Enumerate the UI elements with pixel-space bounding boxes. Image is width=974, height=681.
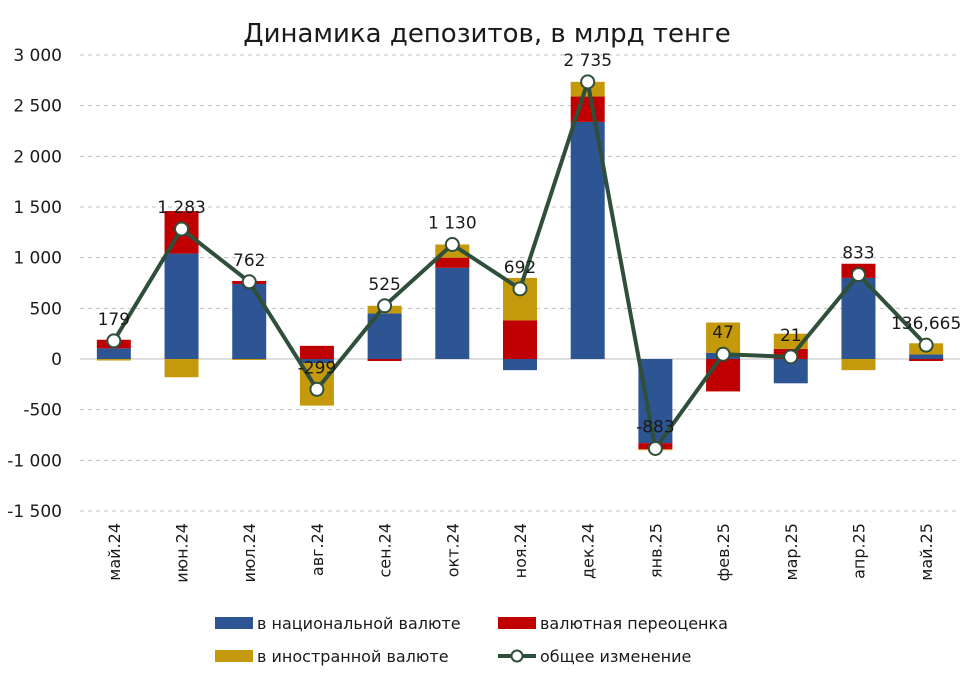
line-marker bbox=[106, 333, 122, 349]
line-marker bbox=[377, 298, 393, 314]
y-tick-label: 3 000 bbox=[13, 46, 62, 66]
data-labels: 179 1 283 762 -299 525 1 130 692 2 735 -883 47 21 8… bbox=[98, 51, 962, 438]
data-label: 1 283 bbox=[157, 198, 206, 218]
y-tick-label: 0 bbox=[51, 350, 62, 370]
bar-segment-1 bbox=[164, 253, 199, 359]
x-tick-label: июл.24 bbox=[240, 523, 259, 583]
line-marker bbox=[850, 267, 866, 283]
bar-segment-2 bbox=[299, 345, 334, 359]
legend-swatch bbox=[498, 617, 536, 629]
line-marker bbox=[783, 349, 799, 365]
bar-segment-3 bbox=[232, 359, 267, 361]
bar-segment-1 bbox=[435, 267, 470, 359]
legend-swatch bbox=[215, 650, 253, 662]
x-axis-ticks: май.24 июн.24 июл.24 авг.24 сен.24 окт.24 ноя.… bbox=[105, 523, 936, 583]
y-tick-label: -1 000 bbox=[7, 451, 62, 471]
x-tick-label: дек.24 bbox=[579, 523, 598, 579]
total-line bbox=[106, 74, 934, 456]
x-tick-label: янв.25 bbox=[646, 523, 665, 578]
bar-segment-1 bbox=[96, 348, 131, 359]
legend-swatch bbox=[215, 617, 253, 629]
legend-label: валютная переоценка bbox=[540, 614, 728, 633]
data-label: -883 bbox=[636, 417, 675, 437]
y-tick-label: 2 000 bbox=[13, 147, 62, 167]
bar-segment-3 bbox=[164, 359, 199, 378]
line-marker bbox=[715, 346, 731, 362]
bar-segment-2 bbox=[435, 257, 470, 268]
bar-segment-3 bbox=[841, 359, 876, 371]
legend-label: в национальной валюте bbox=[257, 614, 461, 633]
y-tick-label: 1 000 bbox=[13, 249, 62, 269]
bar-segment-1 bbox=[570, 121, 605, 359]
data-label: 1 130 bbox=[428, 213, 477, 233]
line-marker bbox=[174, 221, 190, 237]
data-label: 525 bbox=[368, 275, 400, 295]
bar-segment-2 bbox=[706, 359, 741, 392]
x-tick-label: авг.24 bbox=[308, 523, 327, 576]
x-tick-label: май.25 bbox=[917, 523, 936, 581]
y-tick-label: -500 bbox=[23, 401, 62, 421]
x-tick-label: ноя.24 bbox=[511, 523, 530, 578]
line-marker bbox=[918, 337, 934, 353]
x-tick-label: июн.24 bbox=[173, 523, 192, 583]
line-marker bbox=[647, 440, 663, 456]
bar-segment-3 bbox=[96, 359, 131, 361]
data-label: 762 bbox=[233, 251, 265, 271]
data-label: -299 bbox=[298, 358, 337, 378]
line-marker bbox=[241, 274, 257, 290]
legend-label: в иностранной валюте bbox=[257, 647, 449, 666]
data-label: 692 bbox=[504, 258, 536, 278]
legend: в национальной валюте валютная переоценка… bbox=[215, 614, 728, 666]
y-tick-label: 500 bbox=[30, 299, 62, 319]
line-marker bbox=[309, 381, 325, 397]
bar-segment-2 bbox=[503, 320, 537, 359]
data-label: 179 bbox=[98, 310, 130, 330]
y-tick-label: 2 500 bbox=[13, 97, 62, 117]
chart-title: Динамика депозитов, в млрд тенге bbox=[243, 19, 730, 49]
x-tick-label: май.24 bbox=[105, 523, 124, 581]
line-marker bbox=[444, 236, 460, 252]
bar-segment-1 bbox=[503, 359, 537, 371]
x-tick-label: мар.25 bbox=[782, 523, 801, 580]
y-tick-label: -1 500 bbox=[7, 502, 62, 522]
y-tick-label: 1 500 bbox=[13, 198, 62, 218]
bar-segment-1 bbox=[232, 284, 267, 359]
bar-segment-1 bbox=[299, 359, 334, 364]
legend-marker bbox=[510, 649, 524, 663]
line-marker bbox=[512, 281, 528, 297]
data-label: 2 735 bbox=[563, 51, 612, 71]
y-axis-ticks: 3 000 2 500 2 000 1 500 1 000 500 0 -500 -1 000 -… bbox=[7, 46, 62, 522]
x-tick-label: фев.25 bbox=[714, 523, 733, 581]
data-label: 47 bbox=[712, 323, 734, 343]
bar-segment-1 bbox=[909, 354, 944, 359]
x-tick-label: апр.25 bbox=[849, 523, 868, 579]
data-label: 21 bbox=[780, 326, 802, 346]
line-marker bbox=[580, 74, 596, 90]
bar-segment-1 bbox=[638, 359, 673, 444]
bar-segment-2 bbox=[367, 359, 402, 362]
data-label: 136,665 bbox=[891, 314, 961, 334]
x-tick-label: сен.24 bbox=[376, 523, 395, 578]
data-label: 833 bbox=[842, 244, 874, 264]
legend-label: общее изменение bbox=[540, 647, 691, 666]
bar-segment-2 bbox=[909, 359, 944, 362]
x-tick-label: окт.24 bbox=[443, 523, 462, 577]
